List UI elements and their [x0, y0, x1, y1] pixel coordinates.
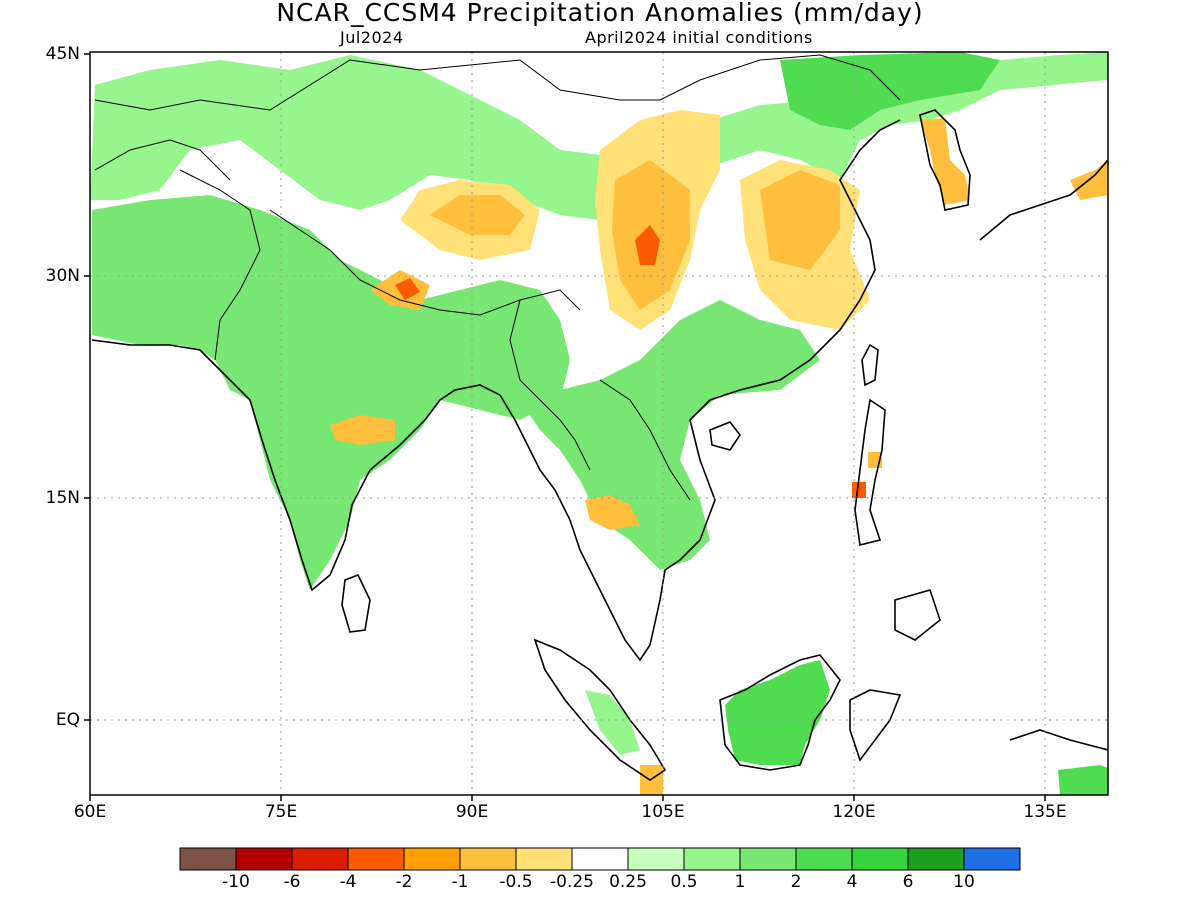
wet-anomaly-sumatra: [585, 690, 640, 755]
dry-anomaly-thailand: [585, 495, 640, 530]
anomaly-fields: [90, 52, 1108, 795]
wet-anomaly-new-guinea: [1058, 765, 1108, 795]
coastline-borneo: [719, 654, 841, 771]
colorbar-tick-label: -10: [222, 872, 250, 892]
colorbar-swatch: [851, 847, 909, 871]
coastline-japan: [979, 159, 1108, 241]
colorbar-swatch: [739, 847, 797, 871]
coastlines: [91, 109, 1108, 781]
forecast-month: Jul2024: [340, 28, 404, 47]
wet-anomaly-west-china: [90, 52, 1108, 220]
border-himalaya: [269, 209, 581, 316]
coastline-mindanao: [894, 589, 941, 641]
dry-anomaly-tibet-core: [430, 195, 525, 235]
lat-label-45n: 45N: [45, 44, 80, 64]
colorbar-tick-label: -1: [451, 872, 469, 892]
colorbar-tick-label: -2: [395, 872, 413, 892]
wet-anomaly-borneo: [725, 660, 830, 765]
dry-anomaly-sichuan-max: [635, 225, 660, 265]
colorbar-tick-label: 4: [846, 872, 858, 892]
axis-ticks: [84, 53, 1046, 801]
colorbar-tick-label: -0.5: [499, 872, 533, 892]
coastline-india: [91, 339, 501, 592]
lat-label-15n: 15N: [45, 488, 80, 508]
coastline-indochina: [499, 119, 901, 662]
colorbar-swatch: [291, 847, 349, 871]
country-borders: [94, 54, 901, 501]
border-myanmar: [509, 299, 591, 471]
coastline-taiwan: [861, 343, 879, 387]
colorbar-swatch: [403, 847, 461, 871]
colorbar-swatch: [459, 847, 517, 871]
coastline-korea: [919, 109, 971, 211]
colorbar-swatch: [179, 847, 237, 871]
coastline-new-guinea: [1009, 729, 1108, 751]
dry-anomaly-java: [640, 765, 663, 795]
lon-label-135e: 135E: [1023, 802, 1067, 822]
wet-anomaly-india: [92, 195, 570, 590]
lat-label-30n: 30N: [45, 266, 80, 286]
colorbar-swatch: [963, 847, 1021, 871]
wet-anomaly-mongolia: [780, 52, 1000, 130]
lon-label-60e: 60E: [73, 802, 107, 822]
colorbar: [179, 847, 1021, 871]
colorbar-tick-label: 2: [790, 872, 802, 892]
colorbar-swatch: [515, 847, 573, 871]
colorbar-tick-label: -4: [339, 872, 357, 892]
lon-label-75e: 75E: [264, 802, 298, 822]
border-afghanistan: [94, 139, 231, 181]
colorbar-tick-label: -6: [283, 872, 301, 892]
dry-anomaly-korea: [920, 118, 970, 205]
map-title: NCAR_CCSM4 Precipitation Anomalies (mm/d…: [276, 0, 924, 27]
coastline-sri-lanka: [341, 573, 371, 633]
colorbar-tick-label: 10: [953, 872, 975, 892]
plot-frame: [89, 51, 1109, 796]
gridlines: [90, 52, 1108, 795]
colorbar-tick-label: 0.25: [609, 872, 647, 892]
dry-anomaly-nepal-core: [395, 278, 420, 300]
colorbar-tick-label: -0.25: [550, 872, 594, 892]
lon-label-90e: 90E: [455, 802, 489, 822]
colorbar-swatch: [235, 847, 293, 871]
initial-conditions: April2024 initial conditions: [585, 28, 813, 47]
lat-label-eq: EQ: [55, 710, 80, 730]
colorbar-swatch: [795, 847, 853, 871]
border-china-mongolia: [94, 54, 901, 111]
colorbar-swatch: [627, 847, 685, 871]
dry-anomaly-east-china-core: [760, 170, 840, 270]
dry-anomaly-luzon: [852, 482, 866, 498]
dry-anomaly-central-india: [330, 415, 395, 445]
coastline-hainan: [709, 421, 741, 451]
colorbar-swatch: [347, 847, 405, 871]
colorbar-swatch: [907, 847, 965, 871]
border-laos-vietnam: [599, 379, 691, 501]
colorbar-swatch: [683, 847, 741, 871]
coastline-sulawesi: [849, 689, 902, 762]
colorbar-tick-label: 0.5: [670, 872, 698, 892]
border-pakistan: [179, 169, 261, 361]
colorbar-tick-label: 1: [734, 872, 746, 892]
colorbar-tick-label: 6: [902, 872, 914, 892]
colorbar-swatch: [571, 847, 629, 871]
lon-label-105e: 105E: [641, 802, 685, 822]
coastline-sumatra: [533, 638, 667, 781]
coastline-luzon: [854, 398, 886, 546]
lon-label-120e: 120E: [832, 802, 876, 822]
